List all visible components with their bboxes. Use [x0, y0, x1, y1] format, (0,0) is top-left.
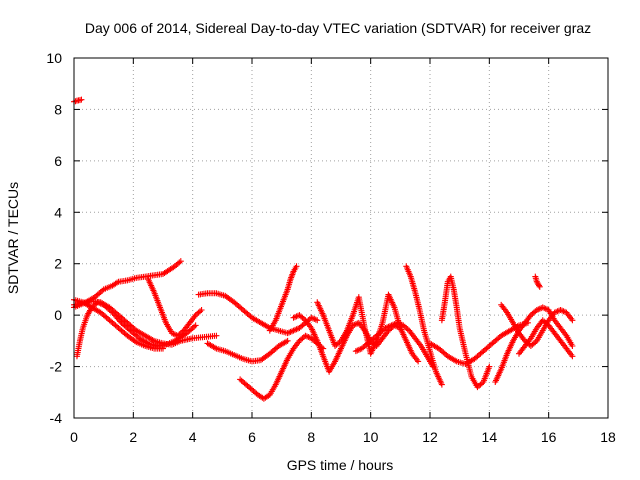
data-point [192, 322, 199, 329]
data-point [314, 317, 321, 324]
y-tick-label: 6 [54, 153, 62, 169]
data-point [284, 337, 291, 344]
data-point [536, 283, 543, 290]
chart-title: Day 006 of 2014, Sidereal Day-to-day VTE… [85, 20, 591, 36]
data-point [293, 263, 300, 270]
x-tick-label: 0 [70, 429, 78, 445]
series-arc-14 [403, 263, 445, 388]
x-tick-label: 18 [600, 429, 616, 445]
series-arc-11 [290, 312, 404, 375]
x-tick-label: 12 [422, 429, 438, 445]
data-point [78, 96, 85, 103]
data-point [177, 258, 184, 265]
data-point [213, 332, 220, 339]
series-arc-2 [71, 258, 184, 308]
data-point [438, 381, 445, 388]
series-arc-17 [492, 304, 576, 385]
data-points [71, 96, 576, 402]
x-axis-label: GPS time / hours [287, 457, 394, 473]
plot-area [73, 57, 609, 419]
y-tick-label: 0 [54, 307, 62, 323]
x-tick-label: 8 [307, 429, 315, 445]
data-point [569, 353, 576, 360]
data-point [198, 307, 205, 313]
data-point [311, 316, 318, 322]
axis-ticks: 0 2 4 6 8 10 12 14 16 18 -4 -2 0 2 4 6 8 10 [46, 50, 616, 445]
y-tick-label: 8 [54, 101, 62, 117]
data-point [560, 308, 567, 315]
series-arc-13 [352, 319, 436, 370]
series-arc-5 [71, 296, 166, 352]
data-point [536, 282, 543, 289]
series-arc-1 [71, 96, 85, 105]
x-tick-label: 10 [363, 429, 379, 445]
data-point [160, 345, 166, 352]
data-point [486, 363, 493, 370]
data-point [554, 308, 561, 315]
series-arc-6 [145, 276, 205, 339]
y-tick-label: 10 [46, 50, 62, 66]
series-arc-10 [266, 263, 300, 334]
series-arc-15 [438, 273, 493, 391]
x-tick-label: 6 [248, 429, 256, 445]
series-arc-19 [516, 317, 576, 360]
x-tick-label: 14 [482, 429, 498, 445]
y-tick-label: 2 [54, 256, 62, 272]
data-point [415, 358, 422, 365]
y-axis-label: SDTVAR / TECUs [5, 182, 21, 294]
x-tick-label: 2 [129, 429, 137, 445]
x-tick-label: 16 [541, 429, 557, 445]
data-point [569, 317, 576, 324]
data-point [542, 305, 549, 312]
y-tick-label: 4 [54, 204, 62, 220]
series-arc-18 [498, 301, 576, 349]
y-tick-label: -4 [50, 410, 63, 426]
grid [74, 58, 608, 418]
y-tick-label: -2 [50, 359, 63, 375]
series-arc-8 [204, 337, 291, 365]
x-tick-label: 4 [189, 429, 197, 445]
series-arc-20 [532, 273, 543, 290]
data-point [569, 343, 576, 349]
series-arc-7 [195, 290, 321, 337]
